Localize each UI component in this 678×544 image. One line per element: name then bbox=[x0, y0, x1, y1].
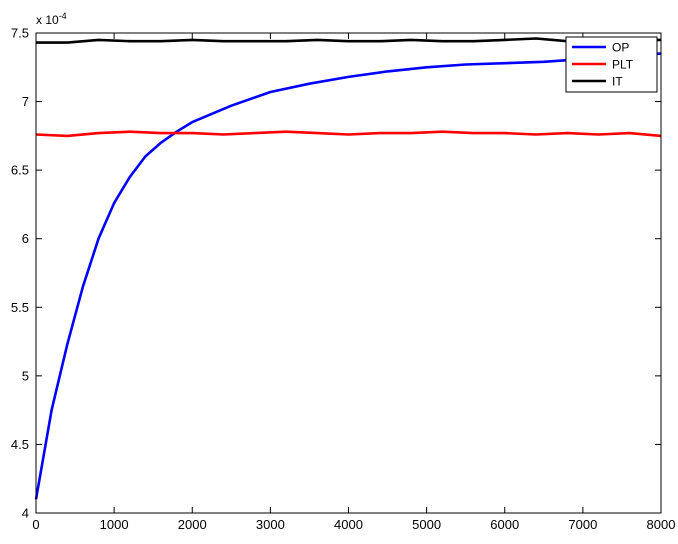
y-scale-label: x 10-4 bbox=[36, 11, 67, 27]
legend-label-plt: PLT bbox=[612, 58, 634, 72]
y-tick-label: 5 bbox=[22, 368, 29, 383]
x-tick-label: 5000 bbox=[412, 517, 441, 532]
series-line-op bbox=[34, 52, 662, 500]
series-line-plt bbox=[35, 130, 662, 138]
x-tick-label: 1000 bbox=[100, 517, 129, 532]
x-tick-label: 7000 bbox=[568, 517, 597, 532]
x-tick-label: 3000 bbox=[256, 517, 285, 532]
y-tick-label: 6.5 bbox=[11, 163, 29, 178]
y-tick-label: 4.5 bbox=[11, 437, 29, 452]
y-scale-exponent: -4 bbox=[59, 11, 67, 21]
plot-area bbox=[36, 33, 661, 513]
x-tick-label: 6000 bbox=[490, 517, 519, 532]
legend-label-op: OP bbox=[612, 41, 629, 55]
y-tick-label: 5.5 bbox=[11, 300, 29, 315]
x-tick-label: 8000 bbox=[647, 517, 676, 532]
x-tick-label: 0 bbox=[32, 517, 39, 532]
y-tick-label: 6 bbox=[22, 231, 29, 246]
y-tick-label: 4 bbox=[22, 506, 29, 521]
y-tick-label: 7.5 bbox=[11, 26, 29, 41]
legend-label-it: IT bbox=[612, 75, 623, 89]
series-line-it bbox=[36, 37, 661, 44]
y-scale-base: x 10 bbox=[36, 13, 59, 27]
series-layer bbox=[34, 37, 662, 500]
legend: OP PLT IT bbox=[565, 36, 658, 93]
x-tick-label: 2000 bbox=[178, 517, 207, 532]
axes-layer: 0 1000 2000 3000 4000 5000 6000 7000 8000 4 4.5 5 5.… bbox=[11, 26, 676, 533]
y-tick-label: 7 bbox=[22, 94, 29, 109]
x-tick-label: 4000 bbox=[334, 517, 363, 532]
